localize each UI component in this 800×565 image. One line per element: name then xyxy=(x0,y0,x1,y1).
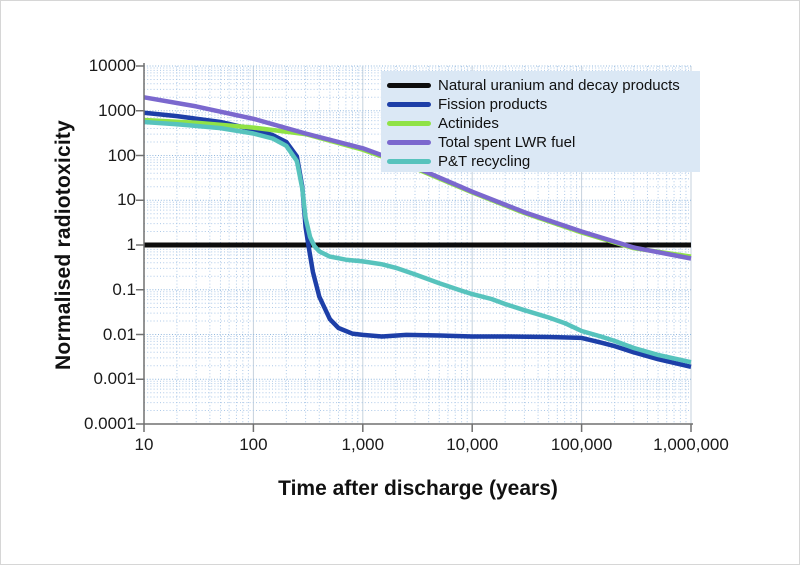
y-tick-label: 0.1 xyxy=(112,279,136,299)
y-axis-title: Normalised radiotoxicity xyxy=(52,120,75,370)
x-tick-label: 100,000 xyxy=(550,435,613,454)
legend-swatch xyxy=(387,83,431,88)
axes xyxy=(136,63,693,432)
legend-item: P&T recycling xyxy=(381,152,700,171)
legend-label: Total spent LWR fuel xyxy=(438,134,576,151)
legend: Natural uranium and decay products Fissio… xyxy=(381,71,700,172)
y-tick-label: 10 xyxy=(117,190,136,210)
legend-item: Fission products xyxy=(381,95,700,114)
legend-label: Actinides xyxy=(438,115,499,132)
legend-item: Natural uranium and decay products xyxy=(381,76,700,95)
y-tick-label: 10000 xyxy=(88,56,136,75)
x-tick-label: 100 xyxy=(239,435,268,454)
x-tick-label: 1,000 xyxy=(341,435,385,454)
x-tick-label: 1,000,000 xyxy=(653,435,729,454)
legend-item: Total spent LWR fuel xyxy=(381,133,700,152)
x-tick-label: 10,000 xyxy=(446,435,499,454)
y-tick-label: 0.0001 xyxy=(84,414,136,433)
x-tick-label: 10 xyxy=(134,435,154,454)
y-tick-label: 100 xyxy=(107,145,136,165)
legend-swatch xyxy=(387,102,431,107)
series-line-p-t-recycling xyxy=(143,119,692,365)
series-line-fission-products xyxy=(143,110,692,369)
y-tick-label: 0.001 xyxy=(93,369,136,389)
y-tick-label: 1000 xyxy=(98,100,136,120)
legend-label: Natural uranium and decay products xyxy=(438,77,680,94)
legend-swatch xyxy=(387,159,431,164)
legend-swatch xyxy=(387,121,431,126)
legend-swatch xyxy=(387,140,431,145)
legend-label: Fission products xyxy=(438,96,548,113)
y-tick-label: 1 xyxy=(126,235,136,254)
legend-item: Actinides xyxy=(381,114,700,133)
legend-label: P&T recycling xyxy=(438,153,531,170)
y-tick-label: 0.01 xyxy=(102,324,136,344)
x-axis-title: Time after discharge (years) xyxy=(278,477,558,500)
